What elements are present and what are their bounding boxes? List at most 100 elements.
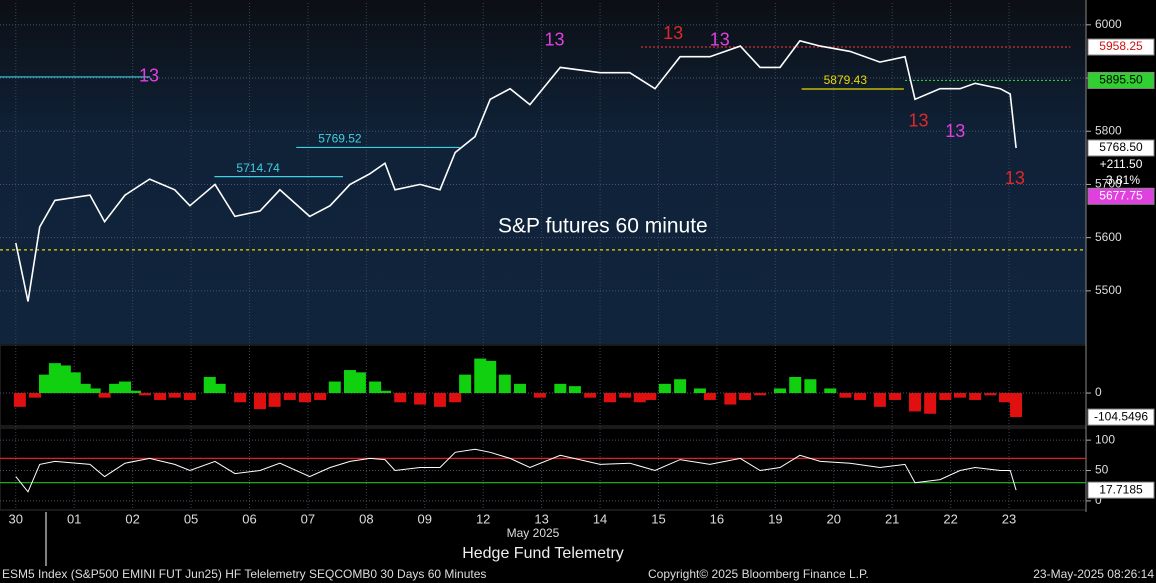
hist-bar [353,372,366,394]
hist-bar [379,390,392,394]
x-tick-label: 15 [651,511,665,526]
count-marker: 13 [139,66,159,86]
hist-bar [109,383,122,394]
hist-bar [953,393,966,398]
count-marker: 13 [544,30,564,50]
hist-bar [908,393,921,412]
change: +211.50 [1100,157,1143,171]
x-tick-label: 02 [125,511,139,526]
hist-bar [1010,393,1023,418]
hist-bar [88,388,101,394]
price-tag [1087,481,1155,499]
annotation: S&P futures 60 minute [498,215,708,238]
y-tick-label: 6000 [1095,17,1122,31]
x-tick-label: 13 [534,511,548,526]
hist-bar [29,393,42,398]
hist-bar [78,383,91,394]
footer-security: ESM5 Index (S&P500 EMINI FUT Jun25) HF T… [2,567,486,581]
hist-bar [484,360,497,394]
hist-bar [128,390,141,394]
hist-bar [213,383,226,394]
hist-bar [674,379,687,394]
price-tag-label: 5958.25 [1099,39,1143,53]
x-tick-label: 06 [242,511,256,526]
level-label: 5879.43 [824,73,868,87]
x-tick-label: 30 [9,511,23,526]
y-tick-label: 5500 [1095,283,1122,297]
price-tag [1087,139,1155,157]
x-tick-label: 01 [67,511,81,526]
hist-bar [414,393,427,405]
price-panel [0,0,1086,344]
x-tick-label: 05 [184,511,198,526]
hist-bar [283,393,296,400]
footer-timestamp: 23-May-2025 08:26:14 [1033,567,1154,581]
count-marker: 13 [663,23,683,43]
rsi-panel [0,427,1087,511]
hist-bar [754,393,767,396]
level-label: 5714.74 [236,161,280,175]
hist-bar [168,393,181,398]
hist-bar [98,393,111,398]
hist-bar [984,393,997,396]
count-marker: 13 [1005,168,1025,188]
hist-bar [568,386,581,394]
x-tick-label: 23 [1002,511,1016,526]
price-tag-label: 5895.50 [1099,73,1143,87]
hist-bar [48,363,61,394]
x-tick-label: 07 [301,511,315,526]
level-label: 5769.52 [318,132,362,146]
x-tick-label: 14 [593,511,607,526]
hist-bar [554,383,567,394]
hist-bar [328,381,341,394]
y-tick-label: 5700 [1095,177,1122,191]
footer-title: Hedge Fund Telemetry [462,545,624,562]
hist-bar [449,393,462,403]
hist-bar [13,393,26,407]
hist-bar [873,393,886,407]
hist-bar [998,393,1011,403]
change-pct: 3.81% [1106,173,1140,187]
price-tag [1087,187,1155,205]
hist-bar [738,393,751,400]
y-tick-label: 0 [1095,385,1102,399]
x-tick-label: 16 [710,511,724,526]
x-tick-label: 20 [827,511,841,526]
series-line [15,448,1017,493]
price-tag [1087,71,1155,89]
count-marker: 13 [945,121,965,141]
hist-bar [703,393,716,400]
hist-bar [433,393,446,407]
hist-bar [154,393,167,400]
hist-bar [839,393,852,398]
hist-bar [804,379,817,394]
hist-bar [658,383,671,394]
x-tick-label: 21 [885,511,899,526]
hist-bar [474,358,487,394]
hist-bar [394,393,407,403]
count-marker: 13 [908,110,928,130]
hist-bar [343,370,356,394]
hist-bar [459,374,472,394]
hist-bar [774,388,787,394]
y-tick-label: 100 [1095,432,1115,446]
hist-bar [119,381,132,394]
hist-bar [603,393,616,403]
hist-bar [824,388,837,394]
hist-bar [889,393,902,400]
hist-bar [203,376,216,394]
hist-bar [724,393,737,405]
hist-bar [183,393,196,400]
series-line [15,39,1017,302]
hist-bar [584,393,597,398]
hist-bar [369,381,382,394]
hist-bar [254,393,267,410]
hist-bar [854,393,867,400]
hist-bar [939,393,952,400]
x-tick-label: 19 [768,511,782,526]
hist-bar [58,365,71,394]
x-tick-label: 22 [943,511,957,526]
hist-bar [619,393,632,398]
x-tick-label: 12 [476,511,490,526]
